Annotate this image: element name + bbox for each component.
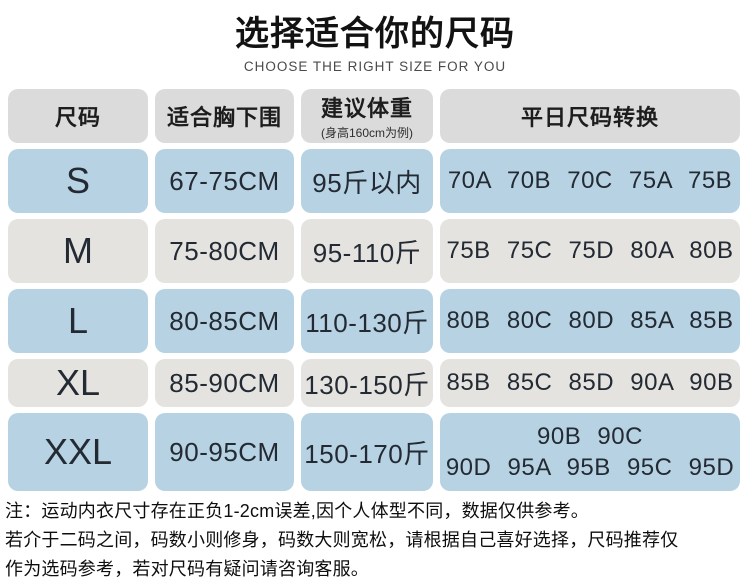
column-header-underbust: 适合胸下围 [155, 89, 294, 143]
page-title: 选择适合你的尺码 [235, 15, 515, 53]
column-header-size: 尺码 [8, 89, 148, 143]
cell-underbust-m: 75-80CM [155, 219, 294, 283]
size-table: 尺码 适合胸下围 建议体重 (身高160cm为例) 平日尺码转换 S 67-75… [8, 89, 740, 491]
cell-size-l: L [8, 289, 148, 353]
cell-conversion-l: 80B 80C 80D 85A 85B [440, 289, 740, 353]
footnote-line: 作为选码参考，若对尺码有疑问请咨询客服。 [5, 559, 369, 579]
cell-weight-xxl: 150-170斤 [301, 413, 433, 491]
cell-conversion-xl: 85B 85C 85D 90A 90B [440, 359, 740, 407]
cell-conversion-xxl-line1: 90B 90C [537, 423, 643, 450]
cell-weight-m: 95-110斤 [301, 219, 433, 283]
cell-underbust-xl: 85-90CM [155, 359, 294, 407]
cell-weight-s: 95斤以内 [301, 149, 433, 213]
column-header-conversion: 平日尺码转换 [440, 89, 740, 143]
cell-weight-l: 110-130斤 [301, 289, 433, 353]
cell-size-xl: XL [8, 359, 148, 407]
column-header-weight-note: (身高160cm为例) [320, 126, 413, 140]
cell-conversion-s: 70A 70B 70C 75A 75B [440, 149, 740, 213]
column-header-weight-label: 建议体重 [320, 96, 413, 121]
cell-size-xxl: XXL [8, 413, 148, 491]
footnote-line: 注：运动内衣尺寸存在正负1-2cm误差,因个人体型不同，数据仅供参考。 [5, 501, 590, 521]
cell-underbust-s: 67-75CM [155, 149, 294, 213]
cell-underbust-l: 80-85CM [155, 289, 294, 353]
cell-conversion-xxl-line2: 90D 95A 95B 95C 95D [445, 454, 735, 481]
cell-size-s: S [8, 149, 148, 213]
page-subtitle: CHOOSE THE RIGHT SIZE FOR YOU [243, 59, 507, 74]
footnote-line: 若介于二码之间，码数小则修身，码数大则宽松，请根据自己喜好选择，尺码推荐仅 [5, 530, 679, 550]
cell-conversion-m: 75B 75C 75D 80A 80B [440, 219, 740, 283]
column-header-weight: 建议体重 (身高160cm为例) [301, 89, 433, 143]
cell-conversion-xxl: 90B 90C 90D 95A 95B 95C 95D [440, 413, 740, 491]
cell-weight-xl: 130-150斤 [301, 359, 433, 407]
cell-size-m: M [8, 219, 148, 283]
footnotes: 注：运动内衣尺寸存在正负1-2cm误差,因个人体型不同，数据仅供参考。 若介于二… [5, 497, 744, 584]
cell-underbust-xxl: 90-95CM [155, 413, 294, 491]
